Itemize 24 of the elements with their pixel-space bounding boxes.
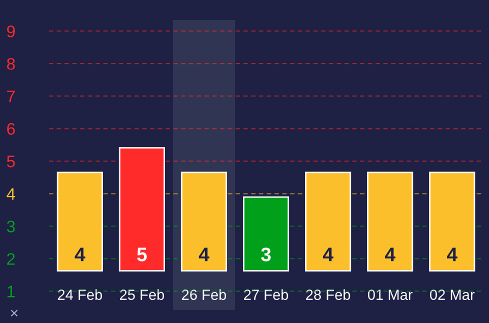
data-label: 4 [74,248,86,262]
data-label: 4 [447,248,458,262]
x-tick-label: 27 Feb [244,289,288,300]
data-label: 4 [198,248,210,262]
x-tick-label: 24 Feb [58,289,102,300]
x-tick-label: 01 Mar [368,290,413,300]
x-tick-label: 02 Mar [430,290,475,300]
data-label: 4 [384,248,396,262]
y-tick-label: 5 [6,156,15,168]
y-tick-label: 9 [7,25,15,38]
x-tick-label: 28 Feb [306,289,350,300]
data-label: 4 [322,248,334,262]
y-tick-label: 1 [8,286,15,298]
y-tick-label: 7 [7,90,15,102]
data-label: 3 [261,248,271,262]
y-tick-label: 8 [7,58,15,70]
x-tick-label: 25 Feb [120,289,164,300]
y-tick-label: 3 [6,220,15,232]
text: × [10,310,18,317]
y-tick-label: 2 [7,253,15,265]
data-label: 5 [137,248,147,262]
y-tick-label: 4 [6,188,16,200]
y-tick-label: 6 [7,123,15,135]
x-tick-label: 26 Feb [182,289,226,300]
